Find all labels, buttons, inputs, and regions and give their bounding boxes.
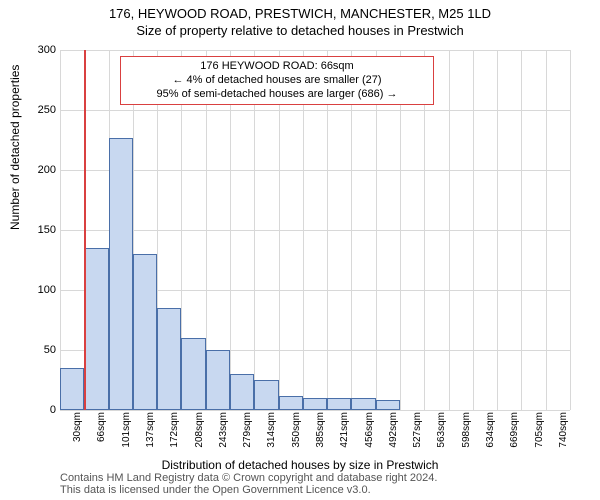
info-box: 176 HEYWOOD ROAD: 66sqm← 4% of detached …	[120, 56, 434, 105]
x-tick-label: 66sqm	[96, 412, 107, 442]
x-tick-label: 101sqm	[121, 412, 132, 448]
gridline-vertical	[546, 50, 547, 410]
footer-attribution: Contains HM Land Registry data © Crown c…	[60, 472, 437, 496]
chart-title: 176, HEYWOOD ROAD, PRESTWICH, MANCHESTER…	[0, 0, 600, 23]
plot-region: 05010015020025030030sqm66sqm101sqm137sqm…	[60, 50, 570, 410]
y-tick-label: 150	[38, 224, 56, 236]
x-tick-label: 279sqm	[242, 412, 253, 448]
x-axis-label: Distribution of detached houses by size …	[0, 458, 600, 472]
x-tick-label: 456sqm	[364, 412, 375, 448]
chart-area: 05010015020025030030sqm66sqm101sqm137sqm…	[60, 50, 570, 410]
x-tick-label: 634sqm	[485, 412, 496, 448]
x-tick-label: 492sqm	[388, 412, 399, 448]
histogram-bar	[157, 308, 181, 410]
gridline-vertical	[60, 50, 61, 410]
y-tick-label: 300	[38, 44, 56, 56]
histogram-bar	[279, 396, 303, 410]
x-tick-label: 740sqm	[558, 412, 569, 448]
histogram-bar	[181, 338, 205, 410]
x-tick-label: 563sqm	[436, 412, 447, 448]
histogram-bar	[109, 138, 133, 410]
gridline-horizontal	[60, 170, 570, 171]
histogram-bar	[303, 398, 327, 410]
gridline-horizontal	[60, 410, 570, 411]
x-tick-label: 527sqm	[412, 412, 423, 448]
x-tick-label: 350sqm	[291, 412, 302, 448]
histogram-bar	[84, 248, 108, 410]
gridline-horizontal	[60, 230, 570, 231]
histogram-bar	[230, 374, 254, 410]
gridline-vertical	[473, 50, 474, 410]
histogram-bar	[254, 380, 278, 410]
histogram-bar	[60, 368, 84, 410]
y-axis-label: Number of detached properties	[8, 65, 22, 230]
info-line-2: ← 4% of detached houses are smaller (27)	[127, 74, 427, 88]
gridline-vertical	[521, 50, 522, 410]
histogram-bar	[376, 400, 400, 410]
y-tick-label: 50	[44, 344, 56, 356]
info-line-3: 95% of semi-detached houses are larger (…	[127, 88, 427, 102]
x-tick-label: 598sqm	[461, 412, 472, 448]
y-tick-label: 200	[38, 164, 56, 176]
gridline-horizontal	[60, 50, 570, 51]
x-tick-label: 137sqm	[145, 412, 156, 448]
x-tick-label: 208sqm	[194, 412, 205, 448]
y-tick-label: 0	[50, 404, 56, 416]
gridline-vertical	[449, 50, 450, 410]
x-tick-label: 421sqm	[339, 412, 350, 448]
gridline-vertical	[497, 50, 498, 410]
x-tick-label: 172sqm	[169, 412, 180, 448]
gridline-horizontal	[60, 110, 570, 111]
info-line-1: 176 HEYWOOD ROAD: 66sqm	[127, 60, 427, 74]
x-tick-label: 705sqm	[534, 412, 545, 448]
x-tick-label: 669sqm	[509, 412, 520, 448]
y-tick-label: 100	[38, 284, 56, 296]
y-tick-label: 250	[38, 104, 56, 116]
x-tick-label: 30sqm	[72, 412, 83, 442]
x-tick-label: 243sqm	[218, 412, 229, 448]
histogram-bar	[133, 254, 157, 410]
histogram-bar	[351, 398, 375, 410]
gridline-vertical	[570, 50, 571, 410]
histogram-bar	[206, 350, 230, 410]
x-tick-label: 314sqm	[266, 412, 277, 448]
chart-subtitle: Size of property relative to detached ho…	[0, 23, 600, 42]
reference-line	[84, 50, 86, 410]
histogram-bar	[327, 398, 351, 410]
x-tick-label: 385sqm	[315, 412, 326, 448]
